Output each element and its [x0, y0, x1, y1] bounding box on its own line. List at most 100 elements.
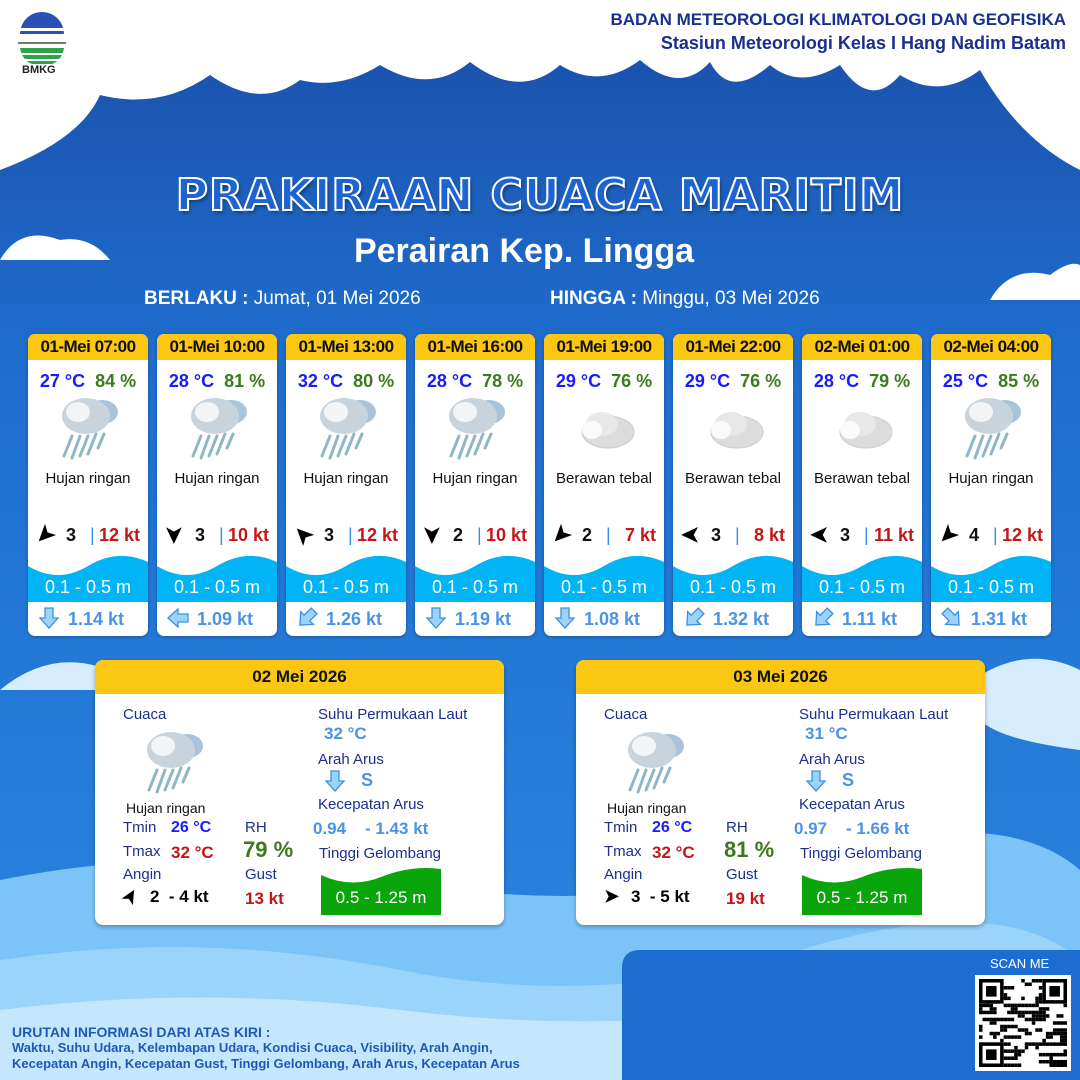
current-direction-icon — [291, 602, 324, 635]
wind-direction-icon: ➤ — [933, 519, 964, 551]
current-max: - 1.66 kt — [846, 819, 910, 838]
air-temp: 27 °C — [39, 371, 86, 391]
wave-height: 0.1 - 0.5 m — [947, 577, 1035, 597]
wind-direction-icon: ➤ — [604, 886, 620, 906]
valid-to-label: HINGGA : — [550, 288, 637, 309]
air-temp: 32 °C — [297, 371, 344, 391]
valid-from: BERLAKU : Jumat, 01 Mei 2026 — [144, 288, 421, 310]
forecast-time: 01-Mei 07:00 — [28, 334, 148, 360]
current-speed: 1.14 kt — [68, 609, 125, 629]
weather-label: Cuaca — [123, 706, 167, 723]
forecast-time: 02-Mei 01:00 — [802, 334, 922, 360]
wave-label: Tinggi Gelombang — [800, 845, 923, 862]
forecast-time: 01-Mei 16:00 — [415, 334, 535, 360]
current-row: 1.09 kt — [157, 606, 277, 632]
forecast-card: 02-Mei 04:00 25 °C 85 % Hujan ringan ➤ 4 | 1… — [931, 334, 1051, 636]
weather-condition: Hujan ringan — [432, 470, 518, 487]
weather-condition: Berawan tebal — [685, 470, 781, 487]
weather-condition: Hujan ringan — [303, 470, 389, 487]
gust-speed: 7 kt — [624, 525, 656, 545]
wave-graphic — [286, 555, 406, 602]
current-direction-icon — [807, 602, 840, 635]
temp-rh-row: 28 °C 78 % — [415, 371, 535, 392]
current-speed: 1.09 kt — [197, 609, 254, 629]
gust-speed: 11 kt — [873, 525, 914, 545]
current-direction-icon — [425, 606, 447, 630]
tmax-value: 32 °C — [652, 843, 695, 862]
air-temp: 29 °C — [555, 371, 602, 391]
wave-height: 0.5 - 1.25 m — [335, 888, 427, 907]
sst-value: 31 °C — [805, 724, 848, 743]
temp-rh-row: 29 °C 76 % — [544, 371, 664, 392]
current-direction-icon — [324, 769, 346, 798]
current-speed: 1.31 kt — [971, 609, 1028, 629]
wave-height: 0.5 - 1.25 m — [816, 888, 908, 907]
wind-speed: 2 — [453, 525, 464, 545]
current-row: 1.08 kt — [544, 606, 664, 632]
separator: | — [864, 525, 869, 545]
daily-weather: Hujan ringan — [607, 800, 687, 816]
daily-card: 02 Mei 2026 Cuaca Hujan ringan Tmin 26 °… — [95, 660, 504, 925]
wind-label: Angin — [123, 866, 162, 883]
wind-direction-icon: ➤ — [681, 523, 700, 548]
wind-label: Angin — [604, 866, 643, 883]
wind-speed: 4 — [969, 525, 980, 545]
scan-me-label: SCAN ME — [990, 956, 1050, 971]
light-rain-icon — [445, 392, 509, 462]
wind-direction-icon: ➤ — [420, 525, 446, 545]
page-subtitle: Perairan Kep. Lingga — [353, 232, 695, 270]
separator: | — [993, 525, 998, 545]
cloudy-icon — [703, 392, 767, 462]
humidity: 76 % — [740, 371, 782, 391]
temp-rh-row: 28 °C 81 % — [157, 371, 277, 392]
valid-to-date: Minggu, 03 Mei 2026 — [642, 288, 820, 309]
tmax-value: 32 °C — [171, 843, 214, 862]
gust-speed: 12 kt — [1001, 525, 1043, 545]
gust-speed: 12 kt — [356, 525, 398, 545]
sst-value: 32 °C — [324, 724, 367, 743]
humidity: 80 % — [353, 371, 395, 391]
current-speed-label: Kecepatan Arus — [318, 796, 424, 813]
gust-speed: 10 kt — [485, 525, 527, 545]
wave-height: 0.1 - 0.5 m — [302, 577, 390, 597]
separator: | — [348, 525, 353, 545]
wind-speed: 3 — [840, 525, 851, 545]
weather-condition: Berawan tebal — [814, 470, 910, 487]
wave-graphic — [802, 555, 922, 602]
wave-graphic — [415, 555, 535, 602]
light-rain-icon — [58, 392, 122, 462]
rh-value: 79 % — [243, 837, 294, 862]
tmin-label: Tmin — [123, 819, 157, 836]
forecast-time: 01-Mei 13:00 — [286, 334, 406, 360]
wind-direction-icon: ➤ — [30, 519, 61, 551]
footer-heading: URUTAN INFORMASI DARI ATAS KIRI : — [12, 1024, 271, 1040]
current-speed: 1.19 kt — [455, 609, 512, 629]
qr-code[interactable] — [975, 975, 1071, 1071]
forecast-time: 02-Mei 04:00 — [931, 334, 1051, 360]
current-direction-icon — [805, 769, 827, 798]
temp-rh-row: 28 °C 79 % — [802, 371, 922, 392]
gust-speed: 10 kt — [227, 525, 269, 545]
tmin-label: Tmin — [604, 819, 638, 836]
forecast-card: 01-Mei 07:00 27 °C 84 % Hujan ringan ➤ 3 | 1… — [28, 334, 148, 636]
forecast-time: 01-Mei 19:00 — [544, 334, 664, 360]
footer-line2: Kecepatan Angin, Kecepatan Gust, Tinggi … — [12, 1056, 520, 1071]
daily-weather: Hujan ringan — [126, 800, 206, 816]
current-row: 1.26 kt — [286, 606, 406, 632]
wind-speed: 3 — [195, 525, 206, 545]
current-speed: 1.26 kt — [326, 609, 383, 629]
temp-rh-row: 25 °C 85 % — [931, 371, 1051, 392]
humidity: 79 % — [869, 371, 911, 391]
weather-condition: Hujan ringan — [174, 470, 260, 487]
weather-condition: Hujan ringan — [948, 470, 1034, 487]
wind-direction-icon: ➤ — [287, 519, 319, 551]
current-direction-icon — [166, 607, 190, 629]
separator: | — [90, 525, 95, 545]
wave-height: 0.1 - 0.5 m — [818, 577, 906, 597]
sst-label: Suhu Permukaan Laut — [318, 706, 468, 723]
tmax-label: Tmax — [123, 843, 161, 860]
gust-speed: 8 kt — [753, 525, 785, 545]
tmax-label: Tmax — [604, 843, 642, 860]
weather-label: Cuaca — [604, 706, 648, 723]
current-row: 1.11 kt — [802, 606, 922, 632]
